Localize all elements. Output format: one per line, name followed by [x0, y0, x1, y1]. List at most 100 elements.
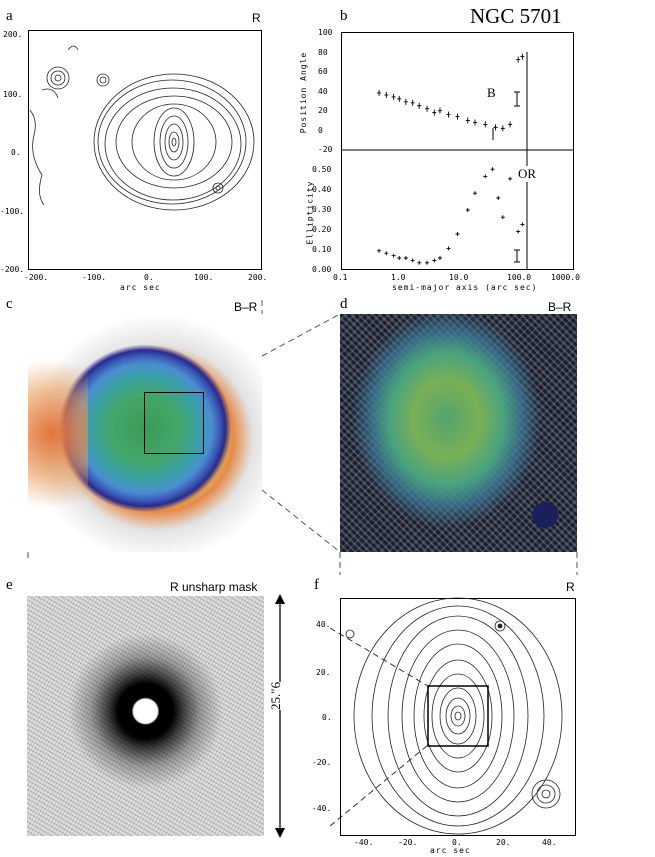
panel-a-xtick: -100. [82, 273, 107, 282]
ell-point [377, 248, 382, 253]
pa-point [397, 95, 402, 102]
pa-point [403, 98, 408, 105]
ell-tick-label: 0.30 [312, 205, 332, 214]
pa-point [410, 99, 415, 106]
panel-e-unsharp-image [27, 596, 264, 836]
ell-point [483, 174, 488, 179]
panel-a-letter: a [6, 8, 13, 24]
pa-point [432, 109, 437, 116]
panel-f-xtick: 20. [496, 838, 511, 847]
ell-point [520, 222, 525, 227]
pa-point [473, 119, 478, 126]
panel-f-xtick: -20. [398, 838, 418, 847]
ell-point [465, 208, 470, 212]
pa-tick-label: 0 [318, 125, 323, 135]
ell-tick-label: 0.10 [312, 245, 332, 254]
panel-c-scatter-left [28, 334, 88, 534]
panel-c-letter: c [6, 296, 13, 312]
panel-e-band: R unsharp mask [170, 580, 258, 594]
pa-points [377, 53, 525, 132]
panel-f-xtick: -40. [354, 838, 374, 847]
pa-point [377, 89, 382, 96]
panel-a-ytick: 100. [3, 90, 23, 99]
panel-f-ytick: 40. [316, 620, 331, 629]
panel-c-zoom-box [144, 392, 204, 454]
panel-a-ytick: -200. [0, 265, 25, 274]
ell-point [384, 251, 389, 256]
galaxy-contours [93, 73, 255, 211]
pa-point [455, 113, 460, 120]
ell-point [437, 256, 442, 260]
panel-f-ytick: -40. [312, 804, 332, 813]
pa-tick-label: 100 [318, 28, 333, 37]
ell-point [403, 256, 408, 260]
panel-e-letter: e [6, 577, 13, 593]
noise-contours [29, 45, 79, 206]
pa-point [417, 102, 422, 109]
ell-point [455, 232, 460, 236]
pa-point [500, 125, 505, 132]
ell-point [508, 176, 513, 181]
panel-b-profile-chart [341, 32, 574, 270]
pa-tick-label: 40 [318, 86, 328, 96]
scale-label: 25.″6 [268, 681, 284, 710]
panel-b-xtick: 100.0 [507, 273, 532, 282]
pa-tick-label: 60 [318, 67, 328, 76]
panel-a-xlabel: arc sec [120, 283, 161, 292]
panel-a-band: R [252, 11, 261, 25]
panel-f-star-contours [345, 620, 561, 809]
ell-point [446, 246, 451, 251]
ell-point [410, 258, 415, 263]
scale-arrow [275, 594, 285, 838]
ell-tick-label: 0.00 [312, 265, 332, 274]
ell-point [490, 167, 495, 172]
inner-contours [353, 597, 563, 835]
ell-tick-label: 0.40 [312, 185, 332, 194]
ell-point [432, 258, 437, 263]
pa-point [508, 121, 513, 128]
ell-point [473, 191, 478, 196]
panel-f-ytick: -20. [312, 758, 332, 767]
panel-b-xtick: 1000.0 [551, 273, 580, 282]
panel-f-xtick: 40. [542, 838, 557, 847]
ell-point [496, 196, 501, 200]
ell-tick-label: 0.50 [312, 165, 332, 174]
ell-points [377, 167, 525, 265]
pa-point [437, 107, 442, 114]
panel-f-contour-plot [340, 597, 576, 836]
ell-point [391, 253, 396, 258]
ell-tick-label: 0.20 [312, 225, 332, 234]
pa-tick-label: 80 [318, 47, 328, 57]
panel-a-xtick: 200. [248, 273, 268, 282]
ell-point [417, 260, 422, 265]
pa-tick-label: 20 [318, 106, 328, 115]
panel-a-ytick: -100. [0, 207, 25, 216]
pa-point [465, 117, 470, 124]
ell-point [516, 229, 521, 234]
panel-a-xtick: -200. [24, 273, 49, 282]
panel-a-xtick: 0. [144, 273, 154, 282]
panel-c-color-map [28, 314, 262, 552]
pa-point [520, 53, 525, 60]
panel-a-contour-plot [28, 30, 262, 270]
ell-point [397, 256, 402, 260]
pa-point [446, 111, 451, 118]
ell-point [500, 215, 505, 220]
panel-d-letter: d [340, 296, 348, 312]
pa-point [483, 121, 488, 128]
panel-a-ytick: 0. [11, 148, 21, 157]
pa-tick-label: -20 [318, 145, 333, 154]
panel-b-xtick: 0.1 [333, 273, 348, 282]
marker-b-label: B [487, 85, 496, 100]
pa-point [384, 91, 389, 98]
panel-b-xtick: 1.0 [391, 273, 406, 282]
panel-f-xtick: 0. [452, 838, 462, 847]
panel-f-ytick: 20. [316, 668, 331, 677]
panel-b-letter: b [340, 8, 348, 24]
ell-point [425, 260, 430, 265]
figure-title: NGC 5701 [470, 4, 562, 28]
panel-f-ytick: 0. [322, 713, 332, 722]
pa-point [391, 93, 396, 100]
panel-f-letter: f [314, 577, 319, 593]
